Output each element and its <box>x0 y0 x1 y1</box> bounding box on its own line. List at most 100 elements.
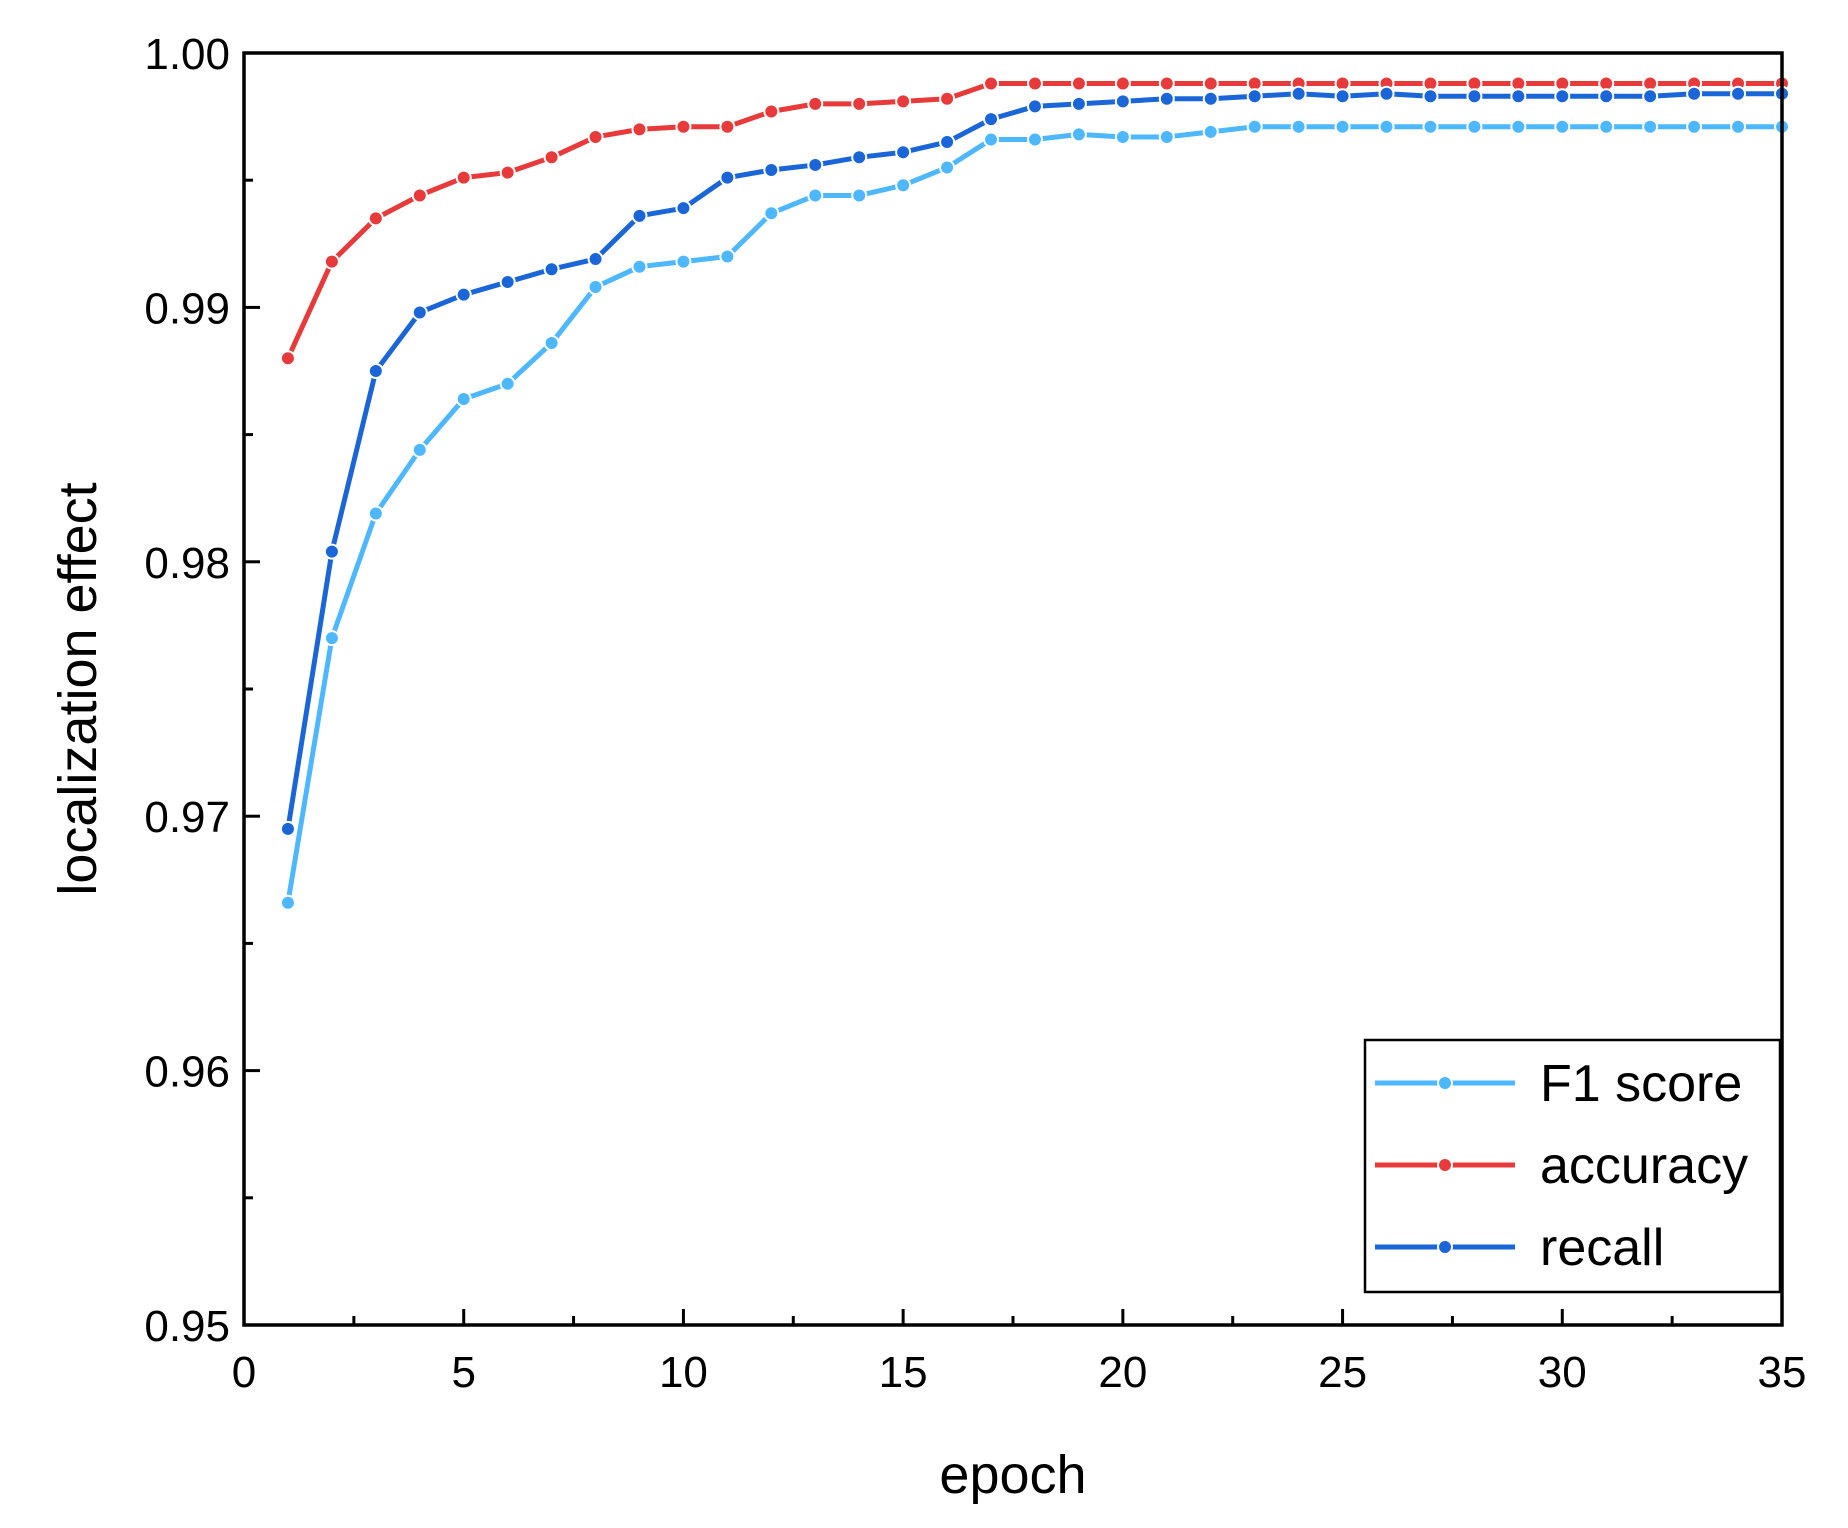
data-point <box>543 335 560 352</box>
data-point <box>543 261 560 278</box>
y-tick-label: 0.95 <box>144 1302 230 1351</box>
x-tick-label: 20 <box>1098 1348 1147 1397</box>
data-point <box>1246 88 1263 105</box>
legend-label: recall <box>1540 1219 1664 1277</box>
data-point <box>587 251 604 268</box>
data-point <box>1202 123 1219 140</box>
data-point <box>367 210 384 227</box>
data-point <box>279 820 296 837</box>
data-point <box>1554 118 1571 135</box>
data-point <box>675 200 692 217</box>
data-point <box>1114 93 1131 110</box>
y-tick-label: 0.97 <box>144 793 230 842</box>
axes-layer: 0 5 10 15 20 25 30 35 0.95 0.96 0.97 0.98 0.99 1.00 ep… <box>48 30 1806 1505</box>
data-point <box>1466 88 1483 105</box>
data-point <box>1070 95 1087 112</box>
data-point <box>807 187 824 204</box>
data-point <box>411 441 428 458</box>
legend: F1 score accuracy recall <box>1363 1038 1782 1294</box>
data-point <box>1114 128 1131 145</box>
data-point <box>895 144 912 161</box>
data-point <box>1598 88 1615 105</box>
legend-item-f1-score: F1 score <box>1375 1055 1742 1113</box>
series-accuracy <box>279 75 1790 367</box>
data-point <box>455 390 472 407</box>
data-point <box>763 103 780 120</box>
data-point <box>1202 90 1219 107</box>
data-point <box>675 253 692 270</box>
legend-swatch-marker <box>1437 1157 1453 1173</box>
data-point <box>1466 118 1483 135</box>
y-tick-label: 0.96 <box>144 1048 230 1097</box>
data-point <box>1686 118 1703 135</box>
y-axis-title: localization effect <box>48 482 108 895</box>
data-point <box>807 95 824 112</box>
data-point <box>895 93 912 110</box>
data-point <box>983 131 1000 148</box>
data-point <box>1334 88 1351 105</box>
data-point <box>939 159 956 176</box>
data-point <box>367 505 384 522</box>
legend-label: accuracy <box>1540 1137 1748 1195</box>
data-point <box>1070 75 1087 92</box>
legend-swatch-marker <box>1437 1075 1453 1091</box>
data-point <box>1686 85 1703 102</box>
data-point <box>587 128 604 145</box>
data-point <box>499 273 516 290</box>
data-point <box>939 90 956 107</box>
data-point <box>323 630 340 647</box>
data-point <box>763 162 780 179</box>
data-point <box>1642 118 1659 135</box>
data-point <box>1378 85 1395 102</box>
series-layer <box>279 75 1790 911</box>
data-point <box>1510 88 1527 105</box>
data-point <box>719 118 736 135</box>
data-point <box>807 156 824 173</box>
data-point <box>983 111 1000 128</box>
x-axis-title: epoch <box>939 1445 1086 1505</box>
data-point <box>631 207 648 224</box>
data-point <box>543 149 560 166</box>
data-point <box>1246 118 1263 135</box>
data-point <box>455 286 472 303</box>
data-point <box>719 248 736 265</box>
x-tick-label: 25 <box>1318 1348 1367 1397</box>
data-point <box>279 350 296 367</box>
data-point <box>1026 131 1043 148</box>
legend-label: F1 score <box>1540 1055 1742 1113</box>
data-point <box>279 894 296 911</box>
data-point <box>323 253 340 270</box>
y-tick-label: 0.98 <box>144 539 230 588</box>
data-point <box>1730 118 1747 135</box>
data-point <box>411 187 428 204</box>
data-point <box>1598 118 1615 135</box>
data-point <box>1510 118 1527 135</box>
x-tick-label: 30 <box>1538 1348 1587 1397</box>
series-recall <box>279 85 1790 837</box>
data-point <box>1422 88 1439 105</box>
data-point <box>631 258 648 275</box>
x-tick-label: 5 <box>451 1348 475 1397</box>
data-point <box>587 279 604 296</box>
data-point <box>1158 128 1175 145</box>
x-tick-label: 10 <box>659 1348 708 1397</box>
data-point <box>631 121 648 138</box>
data-point <box>851 95 868 112</box>
legend-swatch-marker <box>1437 1239 1453 1255</box>
data-point <box>675 118 692 135</box>
data-point <box>499 375 516 392</box>
data-point <box>411 304 428 321</box>
data-point <box>719 169 736 186</box>
data-point <box>895 177 912 194</box>
data-point <box>323 543 340 560</box>
legend-item-recall: recall <box>1375 1219 1664 1277</box>
data-point <box>1070 126 1087 143</box>
data-point <box>851 149 868 166</box>
data-point <box>851 187 868 204</box>
data-point <box>1730 85 1747 102</box>
data-point <box>1026 98 1043 115</box>
data-point <box>1378 118 1395 135</box>
data-point <box>455 169 472 186</box>
y-tick-label: 1.00 <box>144 30 230 79</box>
